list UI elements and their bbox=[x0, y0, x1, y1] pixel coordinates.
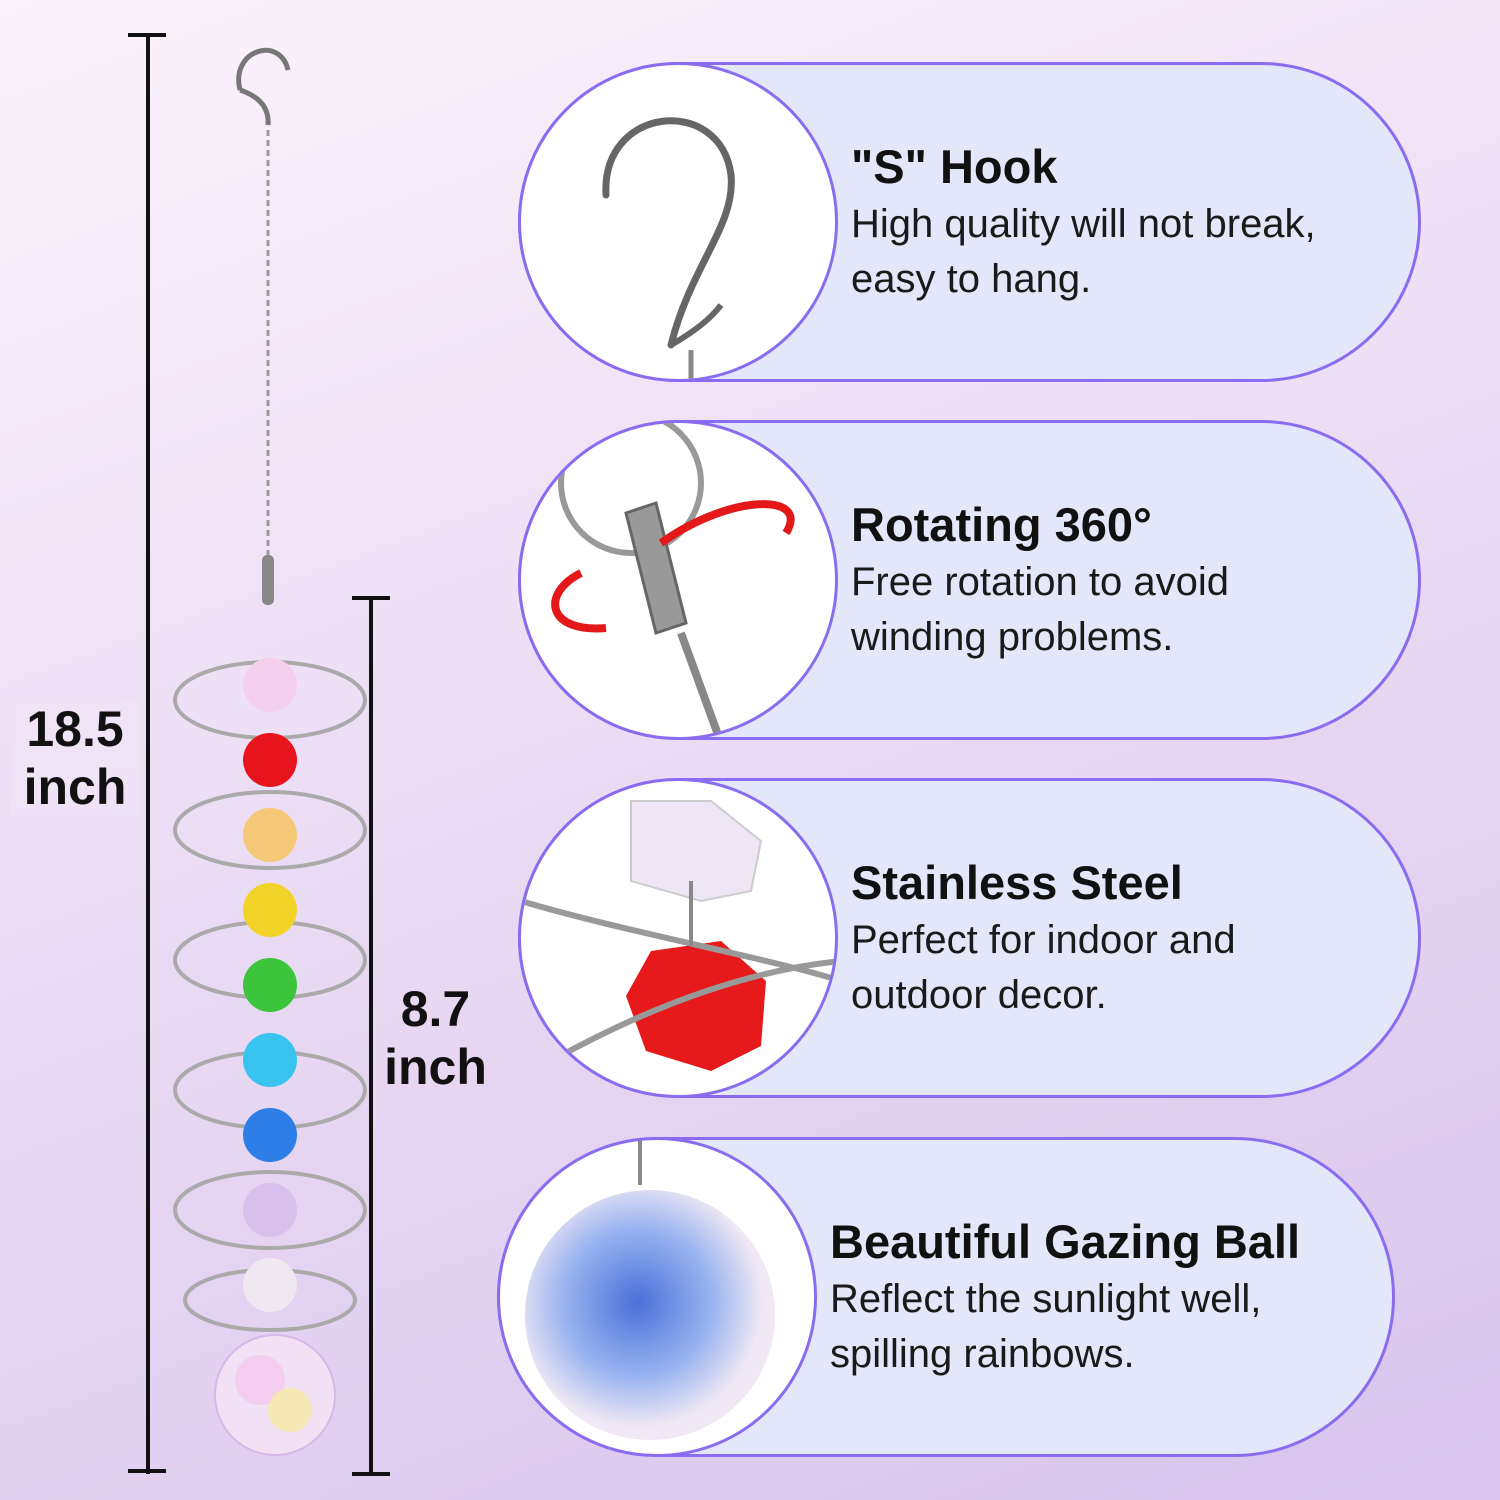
feature-text-line: Free rotation to avoid bbox=[851, 560, 1229, 604]
spiral-length-value: 8.7 bbox=[400, 981, 471, 1037]
spiral-length-unit: inch bbox=[384, 1039, 487, 1095]
feature-text-line: winding problems. bbox=[851, 615, 1174, 659]
crystal-bead bbox=[243, 958, 297, 1012]
feature-title: Stainless Steel bbox=[851, 856, 1183, 909]
crystal-bead bbox=[243, 733, 297, 787]
feature-card-rotating: Rotating 360° Free rotation to avoid win… bbox=[518, 420, 1421, 740]
suncatcher-product-image bbox=[173, 47, 367, 1456]
total-dimension-cap-bottom bbox=[128, 1469, 166, 1473]
feature-text-line: easy to hang. bbox=[851, 257, 1092, 301]
feature-card-hook: "S" Hook High quality will not break, ea… bbox=[518, 62, 1421, 382]
crystal-bead bbox=[243, 658, 297, 712]
feature-title: Rotating 360° bbox=[851, 498, 1152, 551]
feature-card-gazing-ball: Beautiful Gazing Ball Reflect the sunlig… bbox=[497, 1137, 1395, 1457]
feature-title: "S" Hook bbox=[851, 140, 1058, 193]
spiral-dimension-cap-top bbox=[352, 596, 390, 600]
steel-spiral-icon bbox=[518, 778, 838, 1098]
crystal-bead bbox=[243, 1258, 297, 1312]
spiral-dimension-line bbox=[369, 597, 373, 1475]
crystal-bead bbox=[243, 808, 297, 862]
feature-card-steel: Stainless Steel Perfect for indoor and o… bbox=[518, 778, 1421, 1098]
spiral-length-label: 8.7 inch bbox=[378, 980, 493, 1096]
feature-text-line: outdoor decor. bbox=[851, 973, 1107, 1017]
total-dimension-line bbox=[146, 34, 150, 1474]
total-length-label: 18.5 inch bbox=[10, 700, 140, 816]
feature-title: Beautiful Gazing Ball bbox=[830, 1215, 1301, 1268]
total-length-unit: inch bbox=[23, 759, 127, 815]
feature-text-line: Perfect for indoor and bbox=[851, 918, 1236, 962]
total-length-value: 18.5 bbox=[26, 701, 124, 757]
gazing-ball-icon bbox=[497, 1137, 817, 1457]
s-hook-icon bbox=[518, 62, 838, 382]
crystal-bead bbox=[243, 883, 297, 937]
swivel-rotate-icon bbox=[518, 420, 838, 740]
feature-text-line: spilling rainbows. bbox=[830, 1332, 1135, 1376]
crystal-bead bbox=[243, 1183, 297, 1237]
spiral-dimension-cap-bottom bbox=[352, 1472, 390, 1476]
total-dimension-cap-top bbox=[128, 33, 166, 37]
feature-text-line: Reflect the sunlight well, bbox=[830, 1277, 1262, 1321]
crystal-bead bbox=[243, 1108, 297, 1162]
feature-text-line: High quality will not break, bbox=[851, 202, 1316, 246]
crystal-bead bbox=[243, 1033, 297, 1087]
